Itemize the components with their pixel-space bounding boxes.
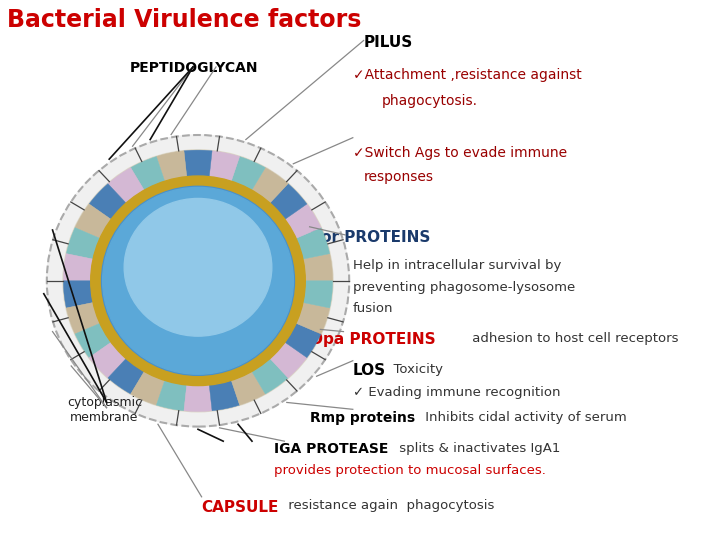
Text: ✓Attachment ,resistance against: ✓Attachment ,resistance against <box>353 68 582 82</box>
Text: preventing phagosome-lysosome: preventing phagosome-lysosome <box>353 281 575 294</box>
Text: CAPSULE: CAPSULE <box>202 500 279 515</box>
Text: Opa PROTEINS: Opa PROTEINS <box>310 332 435 347</box>
Polygon shape <box>108 167 145 204</box>
Polygon shape <box>156 380 187 411</box>
Polygon shape <box>75 204 112 239</box>
Polygon shape <box>209 151 240 182</box>
Polygon shape <box>231 370 266 405</box>
Ellipse shape <box>103 187 294 374</box>
Ellipse shape <box>91 176 305 386</box>
Polygon shape <box>66 228 101 259</box>
Text: ✓ Evading immune recognition: ✓ Evading immune recognition <box>353 386 560 399</box>
Text: phagocytosis.: phagocytosis. <box>382 94 477 109</box>
Polygon shape <box>269 342 307 378</box>
Polygon shape <box>295 228 330 259</box>
Text: ✓Switch Ags to evade immune: ✓Switch Ags to evade immune <box>353 146 567 160</box>
Polygon shape <box>302 281 333 308</box>
Polygon shape <box>231 157 266 191</box>
Polygon shape <box>251 358 288 394</box>
Text: Por PROTEINS: Por PROTEINS <box>310 230 430 245</box>
Text: Toxicity: Toxicity <box>385 363 444 376</box>
Polygon shape <box>209 380 240 411</box>
Polygon shape <box>269 184 307 220</box>
Text: responses: responses <box>364 170 433 184</box>
Text: LOS: LOS <box>353 363 386 378</box>
Polygon shape <box>284 204 321 239</box>
Text: PEPTIDOGLYCAN: PEPTIDOGLYCAN <box>130 60 258 75</box>
Polygon shape <box>63 254 94 281</box>
Text: Bacterial Virulence factors: Bacterial Virulence factors <box>7 8 361 32</box>
Ellipse shape <box>47 135 349 427</box>
Text: Rmp proteins: Rmp proteins <box>310 411 415 426</box>
Polygon shape <box>156 151 187 182</box>
Polygon shape <box>284 323 321 357</box>
Text: resistance again  phagocytosis: resistance again phagocytosis <box>284 500 495 512</box>
Polygon shape <box>66 302 101 334</box>
Polygon shape <box>131 157 165 191</box>
Text: provides protection to mucosal surfaces.: provides protection to mucosal surfaces. <box>274 464 546 477</box>
Polygon shape <box>184 150 212 178</box>
Polygon shape <box>108 358 145 394</box>
Text: PILUS: PILUS <box>364 35 413 50</box>
Polygon shape <box>184 384 212 411</box>
Polygon shape <box>302 254 333 281</box>
Text: IGA PROTEASE: IGA PROTEASE <box>274 442 388 456</box>
Polygon shape <box>75 323 112 357</box>
Polygon shape <box>89 342 127 378</box>
Text: Inhibits cidal activity of serum: Inhibits cidal activity of serum <box>421 411 627 424</box>
Polygon shape <box>89 184 127 220</box>
Text: splits & inactivates IgA1: splits & inactivates IgA1 <box>395 442 560 455</box>
Ellipse shape <box>125 199 272 336</box>
Text: cytoplasmic
membrane: cytoplasmic membrane <box>67 396 142 424</box>
Text: Help in intracellular survival by: Help in intracellular survival by <box>353 259 561 272</box>
Polygon shape <box>63 281 94 308</box>
Polygon shape <box>130 370 165 405</box>
Polygon shape <box>295 302 330 334</box>
Ellipse shape <box>63 150 333 411</box>
Text: adhesion to host cell receptors: adhesion to host cell receptors <box>468 332 678 345</box>
Text: fusion: fusion <box>353 302 393 315</box>
Ellipse shape <box>102 186 294 375</box>
Polygon shape <box>251 167 288 204</box>
